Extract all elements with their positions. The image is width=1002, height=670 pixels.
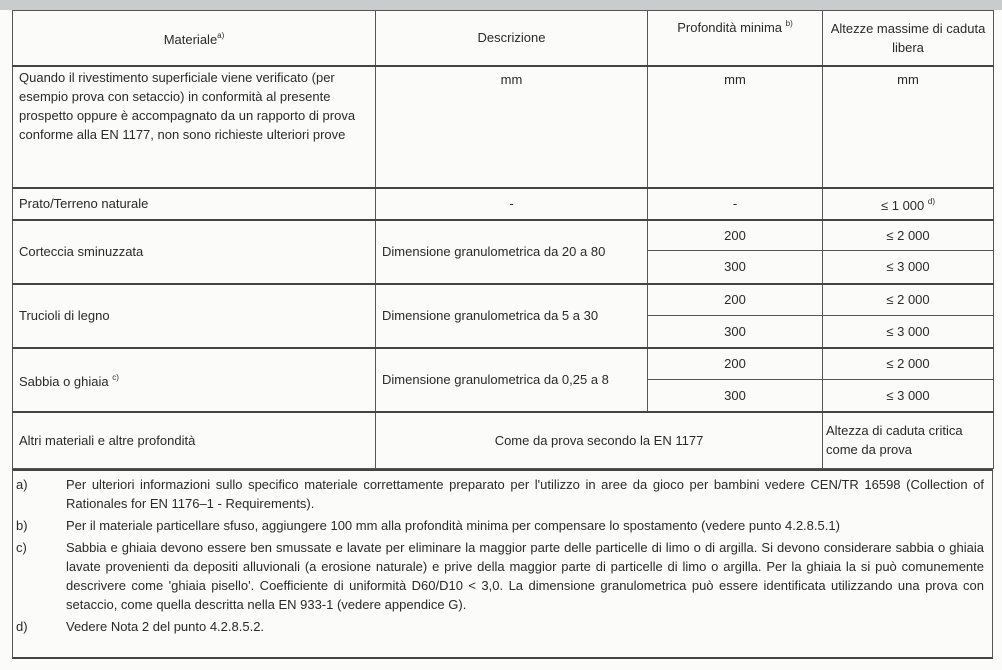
altezza-cell: ≤ 2 000: [822, 282, 994, 316]
verification-note: Quando il rivestimento superficiale vien…: [12, 64, 376, 188]
footnote-text: Sabbia e ghiaia devono essere ben smussa…: [66, 540, 984, 612]
descrizione-cell: Dimensione granulometrica da 20 a 80: [375, 218, 648, 284]
units-row: Quando il rivestimento superficiale vien…: [12, 64, 994, 188]
profondita-cell: 200: [647, 218, 823, 251]
descrizione-cell: -: [375, 186, 648, 220]
footnote-text: Per il materiale particellare sfuso, agg…: [66, 518, 840, 533]
table-subrow: 300 ≤ 3 000: [13, 379, 994, 412]
header-descrizione: Descrizione: [375, 10, 648, 66]
header-altezze: Altezze massime di caduta libera: [822, 10, 994, 66]
header-row: Materialea) Descrizione Profondità minim…: [12, 10, 994, 66]
profondita-cell: 300: [647, 379, 823, 412]
materials-table: Materialea) Descrizione Profondità minim…: [12, 10, 994, 469]
descrizione-cell: Come da prova secondo la EN 1177: [375, 410, 823, 469]
table-row: Sabbia o ghiaia c) Dimensione granulomet…: [12, 346, 994, 412]
altezza-cell: ≤ 3 000: [822, 379, 994, 412]
table-row: Corteccia sminuzzata Dimensione granulom…: [12, 218, 994, 284]
materiale-cell: Trucioli di legno: [12, 282, 376, 348]
altezza-cell: ≤ 3 000: [822, 315, 994, 348]
header-profondita: Profondità minima b): [647, 10, 823, 66]
footnotes: a) Per ulteriori informazioni sullo speci…: [12, 469, 993, 659]
footnote-text: Vedere Nota 2 del punto 4.2.8.5.2.: [66, 619, 265, 634]
footnote-label: b): [16, 518, 28, 533]
profondita-cell: 300: [647, 315, 823, 348]
materiale-cell: Prato/Terreno naturale: [12, 186, 376, 220]
footnote-label: c): [16, 540, 27, 555]
profondita-cell: 200: [647, 346, 823, 380]
profondita-cell: -: [647, 186, 823, 220]
footnote: b) Per il materiale particellare sfuso, a…: [13, 516, 992, 535]
materiale-cell: Corteccia sminuzzata: [12, 218, 376, 284]
footnote-label: a): [16, 477, 28, 492]
profondita-cell: 200: [647, 282, 823, 316]
materiale-cell: Sabbia o ghiaia c): [12, 346, 376, 412]
altezza-cell: ≤ 2 000: [822, 346, 994, 380]
altezza-cell: ≤ 2 000: [822, 218, 994, 251]
descrizione-cell: Dimensione granulometrica da 0,25 a 8: [375, 346, 648, 412]
altezza-cell: Altezza di caduta critica come da prova: [822, 410, 994, 469]
footnote-text: Per ulteriori informazioni sullo specifi…: [66, 477, 984, 511]
table-row: Prato/Terreno naturale - - ≤ 1 000 d): [12, 186, 994, 220]
materiale-cell: Altri materiali e altre profondità: [12, 410, 376, 469]
scan-top-band: [0, 0, 1002, 10]
table-row: Trucioli di legno Dimensione granulometr…: [12, 282, 994, 348]
table-row: Altri materiali e altre profondità Come …: [12, 410, 994, 469]
altezza-cell: ≤ 1 000 d): [822, 186, 994, 220]
header-materiale: Materialea): [12, 10, 376, 66]
unit-altezza: mm: [822, 64, 994, 188]
footnote: c) Sabbia e ghiaia devono essere ben smus…: [13, 538, 992, 614]
altezza-cell: ≤ 3 000: [822, 250, 994, 284]
descrizione-cell: Dimensione granulometrica da 5 a 30: [375, 282, 648, 348]
unit-descrizione: mm: [375, 64, 648, 188]
footnote: d) Vedere Nota 2 del punto 4.2.8.5.2.: [13, 617, 992, 636]
footnote-label: d): [16, 619, 28, 634]
unit-profondita: mm: [647, 64, 823, 188]
profondita-cell: 300: [647, 250, 823, 284]
table-subrow: 300 ≤ 3 000: [13, 250, 994, 284]
footnote: a) Per ulteriori informazioni sullo speci…: [13, 475, 992, 513]
